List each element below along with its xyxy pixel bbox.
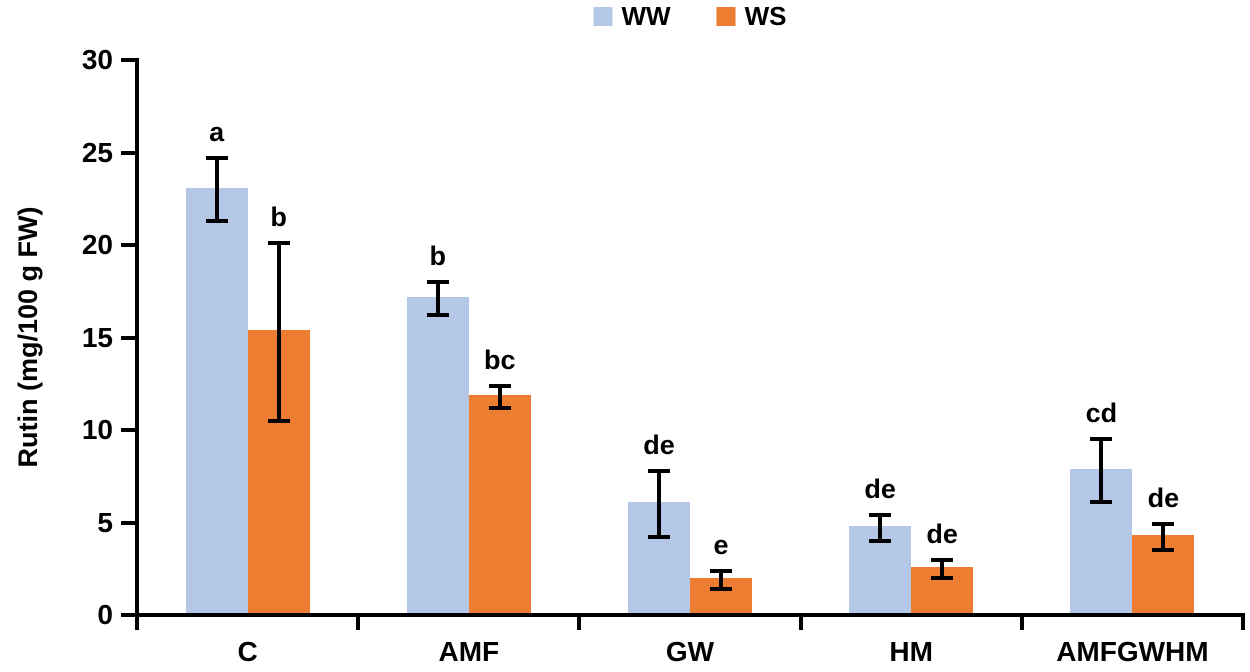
legend: WW WS	[593, 1, 787, 31]
sig-letter-ws-gw: e	[713, 529, 729, 560]
error-cap-top	[931, 557, 954, 562]
bar-ww-c	[185, 187, 248, 613]
error-cap-bottom	[488, 405, 511, 410]
legend-swatch-ww	[593, 6, 613, 26]
x-tick	[135, 615, 139, 630]
error-bar-ws-amf	[497, 385, 502, 408]
x-axis-line	[135, 613, 1245, 617]
error-cap-top	[1152, 522, 1175, 527]
error-bar-ws-c	[276, 243, 281, 421]
bar-ww-amf	[406, 296, 469, 613]
legend-label-ws: WS	[744, 1, 787, 31]
y-tick-label: 10	[81, 414, 113, 445]
y-tick	[121, 335, 137, 340]
y-tick	[121, 428, 137, 432]
legend-swatch-ws	[716, 6, 736, 26]
y-tick-label: 0	[97, 599, 113, 630]
error-cap-top	[1090, 437, 1113, 442]
error-bar-ws-amfgwhm	[1161, 524, 1166, 551]
legend-item-ws: WS	[716, 1, 787, 31]
error-bar-ww-amf	[435, 282, 440, 316]
error-cap-top	[869, 513, 892, 518]
error-bar-ws-gw	[719, 570, 723, 590]
y-tick	[121, 520, 137, 525]
sig-letter-ww-amf: b	[429, 241, 447, 271]
y-tick	[121, 243, 137, 247]
error-cap-top	[267, 241, 290, 246]
y-tick-label: 15	[81, 321, 113, 353]
x-category-label-c: C	[237, 636, 258, 667]
error-cap-bottom	[426, 313, 449, 318]
legend-label-ww: WW	[621, 1, 671, 31]
error-cap-top	[205, 156, 228, 161]
error-bar-ww-amfgwhm	[1099, 439, 1104, 503]
error-cap-bottom	[931, 576, 954, 580]
sig-letter-ww-amfgwhm: cd	[1085, 398, 1118, 429]
sig-letter-ws-c: b	[270, 202, 287, 233]
error-cap-top	[426, 280, 449, 284]
y-tick-label: 30	[81, 44, 113, 75]
error-cap-bottom	[869, 539, 892, 543]
error-cap-top	[710, 568, 732, 573]
error-cap-top	[648, 468, 670, 473]
error-bar-ww-c	[214, 158, 219, 221]
y-tick-label: 5	[97, 506, 113, 538]
x-tick	[577, 615, 582, 630]
y-axis-line	[135, 58, 139, 617]
x-tick	[1241, 615, 1245, 630]
y-tick	[121, 150, 137, 155]
x-tick	[798, 615, 803, 630]
y-tick	[121, 613, 137, 617]
legend-item-ww: WW	[593, 1, 671, 31]
x-tick	[356, 615, 361, 630]
error-cap-bottom	[267, 418, 290, 423]
sig-letter-ws-hm: de	[926, 518, 958, 549]
error-bar-ww-gw	[657, 470, 661, 538]
sig-letter-ws-amf: bc	[484, 344, 516, 375]
error-cap-bottom	[205, 218, 228, 223]
error-bar-ws-hm	[940, 559, 945, 578]
x-category-label-amf: AMF	[438, 636, 500, 667]
x-tick	[1019, 615, 1024, 630]
error-cap-bottom	[710, 587, 732, 592]
error-cap-bottom	[648, 535, 670, 540]
error-cap-bottom	[1152, 548, 1175, 553]
x-category-label-hm: HM	[889, 636, 933, 667]
y-tick-label: 20	[81, 229, 113, 260]
bar-ws-amf	[468, 394, 531, 613]
x-category-label-gw: GW	[665, 636, 715, 667]
x-category-label-amfgwhm: AMFGWHM	[1056, 636, 1209, 667]
error-cap-bottom	[1090, 500, 1113, 505]
y-tick-label: 25	[81, 136, 113, 168]
y-tick	[121, 58, 137, 62]
sig-letter-ww-gw: de	[643, 429, 675, 460]
sig-letter-ww-c: a	[209, 117, 225, 148]
error-bar-ww-hm	[878, 515, 883, 541]
sig-letter-ww-hm: de	[864, 474, 896, 505]
error-cap-top	[488, 383, 511, 388]
sig-letter-ws-amfgwhm: de	[1147, 483, 1180, 514]
